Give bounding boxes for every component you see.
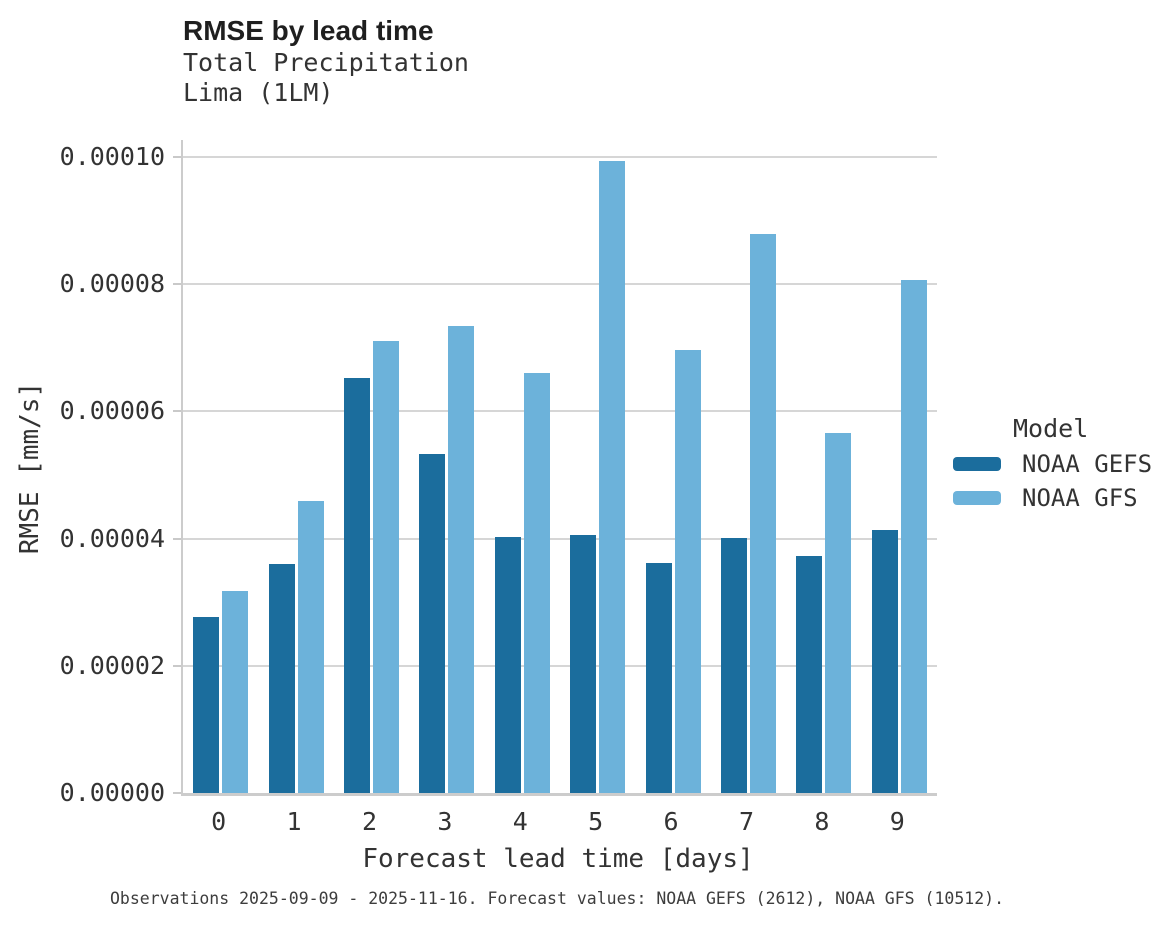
y-tick-label-0.00004: 0.00004 (59, 523, 165, 553)
x-tick-label-7: 7 (738, 807, 755, 836)
bar-noaa-gefs-lead-2 (344, 377, 370, 793)
gridline-0.00002 (183, 664, 937, 667)
y-tick-mark-0.00004 (173, 537, 181, 540)
y-tick-label-0.00010: 0.00010 (59, 142, 165, 171)
x-tick-label-3: 3 (437, 807, 453, 836)
legend-title: Model (1013, 414, 1089, 443)
legend-label-noaa-gfs: NOAA GFS (1022, 484, 1138, 512)
x-tick-label-4: 4 (512, 807, 528, 836)
bar-noaa-gfs-lead-6 (674, 349, 701, 793)
y-tick-label-0.00008: 0.00008 (59, 269, 165, 299)
bar-noaa-gfs-lead-0 (222, 591, 249, 793)
y-tick-label-0.00000: 0.00000 (59, 778, 165, 807)
bar-noaa-gefs-lead-1 (268, 564, 295, 793)
y-tick-mark-0.00006 (173, 410, 181, 413)
bar-noaa-gfs-lead-1 (297, 501, 324, 793)
chart-title: RMSE by lead time (183, 15, 434, 46)
bar-noaa-gfs-lead-5 (599, 161, 626, 793)
gridline-0.00006 (183, 410, 937, 413)
legend-item-noaa-gfs: NOAA GFS (953, 484, 1168, 512)
chart-subtitle-station: Lima (1LM) (183, 78, 334, 107)
gridline-0.00010 (183, 156, 937, 158)
x-tick-label-6: 6 (663, 807, 679, 836)
bar-noaa-gfs-lead-3 (448, 325, 475, 793)
y-tick-label-0.00002: 0.00002 (59, 650, 165, 680)
y-tick-mark-0.00000 (173, 792, 181, 794)
bar-noaa-gfs-lead-7 (750, 233, 776, 793)
x-tick-label-8: 8 (814, 807, 830, 836)
bar-noaa-gfs-lead-2 (373, 341, 399, 793)
x-tick-label-5: 5 (588, 807, 604, 836)
bar-noaa-gefs-lead-4 (494, 536, 521, 793)
legend-swatch-noaa-gfs-icon (953, 491, 1001, 505)
gridline-0.00008 (183, 283, 937, 286)
bar-noaa-gefs-lead-0 (193, 617, 220, 793)
legend-label-noaa-gefs: NOAA GEFS (1022, 450, 1153, 478)
gridline-0.00004 (183, 537, 937, 540)
x-tick-label-1: 1 (286, 807, 302, 836)
bar-noaa-gefs-lead-6 (645, 563, 672, 793)
bar-noaa-gfs-lead-9 (900, 279, 927, 793)
legend: Model NOAA GEFS NOAA GFS (953, 414, 1168, 512)
bar-noaa-gefs-lead-3 (419, 454, 446, 793)
x-tick-label-9: 9 (889, 807, 905, 836)
y-tick-mark-0.00008 (173, 283, 181, 286)
legend-item-noaa-gefs: NOAA GEFS (953, 450, 1168, 478)
y-tick-label-0.00006: 0.00006 (59, 396, 165, 426)
y-tick-mark-0.00002 (173, 664, 181, 667)
chart-header: RMSE by lead time Total Precipitation Li… (183, 14, 469, 108)
legend-swatch-noaa-gefs-icon (953, 457, 1001, 471)
bar-noaa-gfs-lead-8 (825, 433, 852, 793)
y-axis-tick-labels: 0.00000 0.00002 0.00004 0.00006 0.00008 0.000… (0, 140, 165, 807)
bar-noaa-gefs-lead-8 (796, 556, 823, 793)
bar-noaa-gefs-lead-7 (721, 537, 747, 793)
x-tick-label-2: 2 (361, 807, 378, 836)
bar-noaa-gefs-lead-9 (871, 530, 898, 793)
bar-noaa-gfs-lead-4 (523, 373, 550, 793)
x-axis-tick-labels: 0 1 2 3 4 5 6 7 8 9 (181, 807, 935, 839)
x-tick-label-0: 0 (211, 807, 227, 836)
chart-subtitle-variable: Total Precipitation (183, 48, 469, 77)
y-tick-mark-0.00010 (173, 156, 181, 158)
x-axis-title: Forecast lead time [days] (362, 844, 754, 874)
bar-noaa-gefs-lead-5 (570, 534, 597, 793)
caption: Observations 2025-09-09 - 2025-11-16. Fo… (109, 889, 1005, 908)
plot-area (173, 140, 937, 796)
